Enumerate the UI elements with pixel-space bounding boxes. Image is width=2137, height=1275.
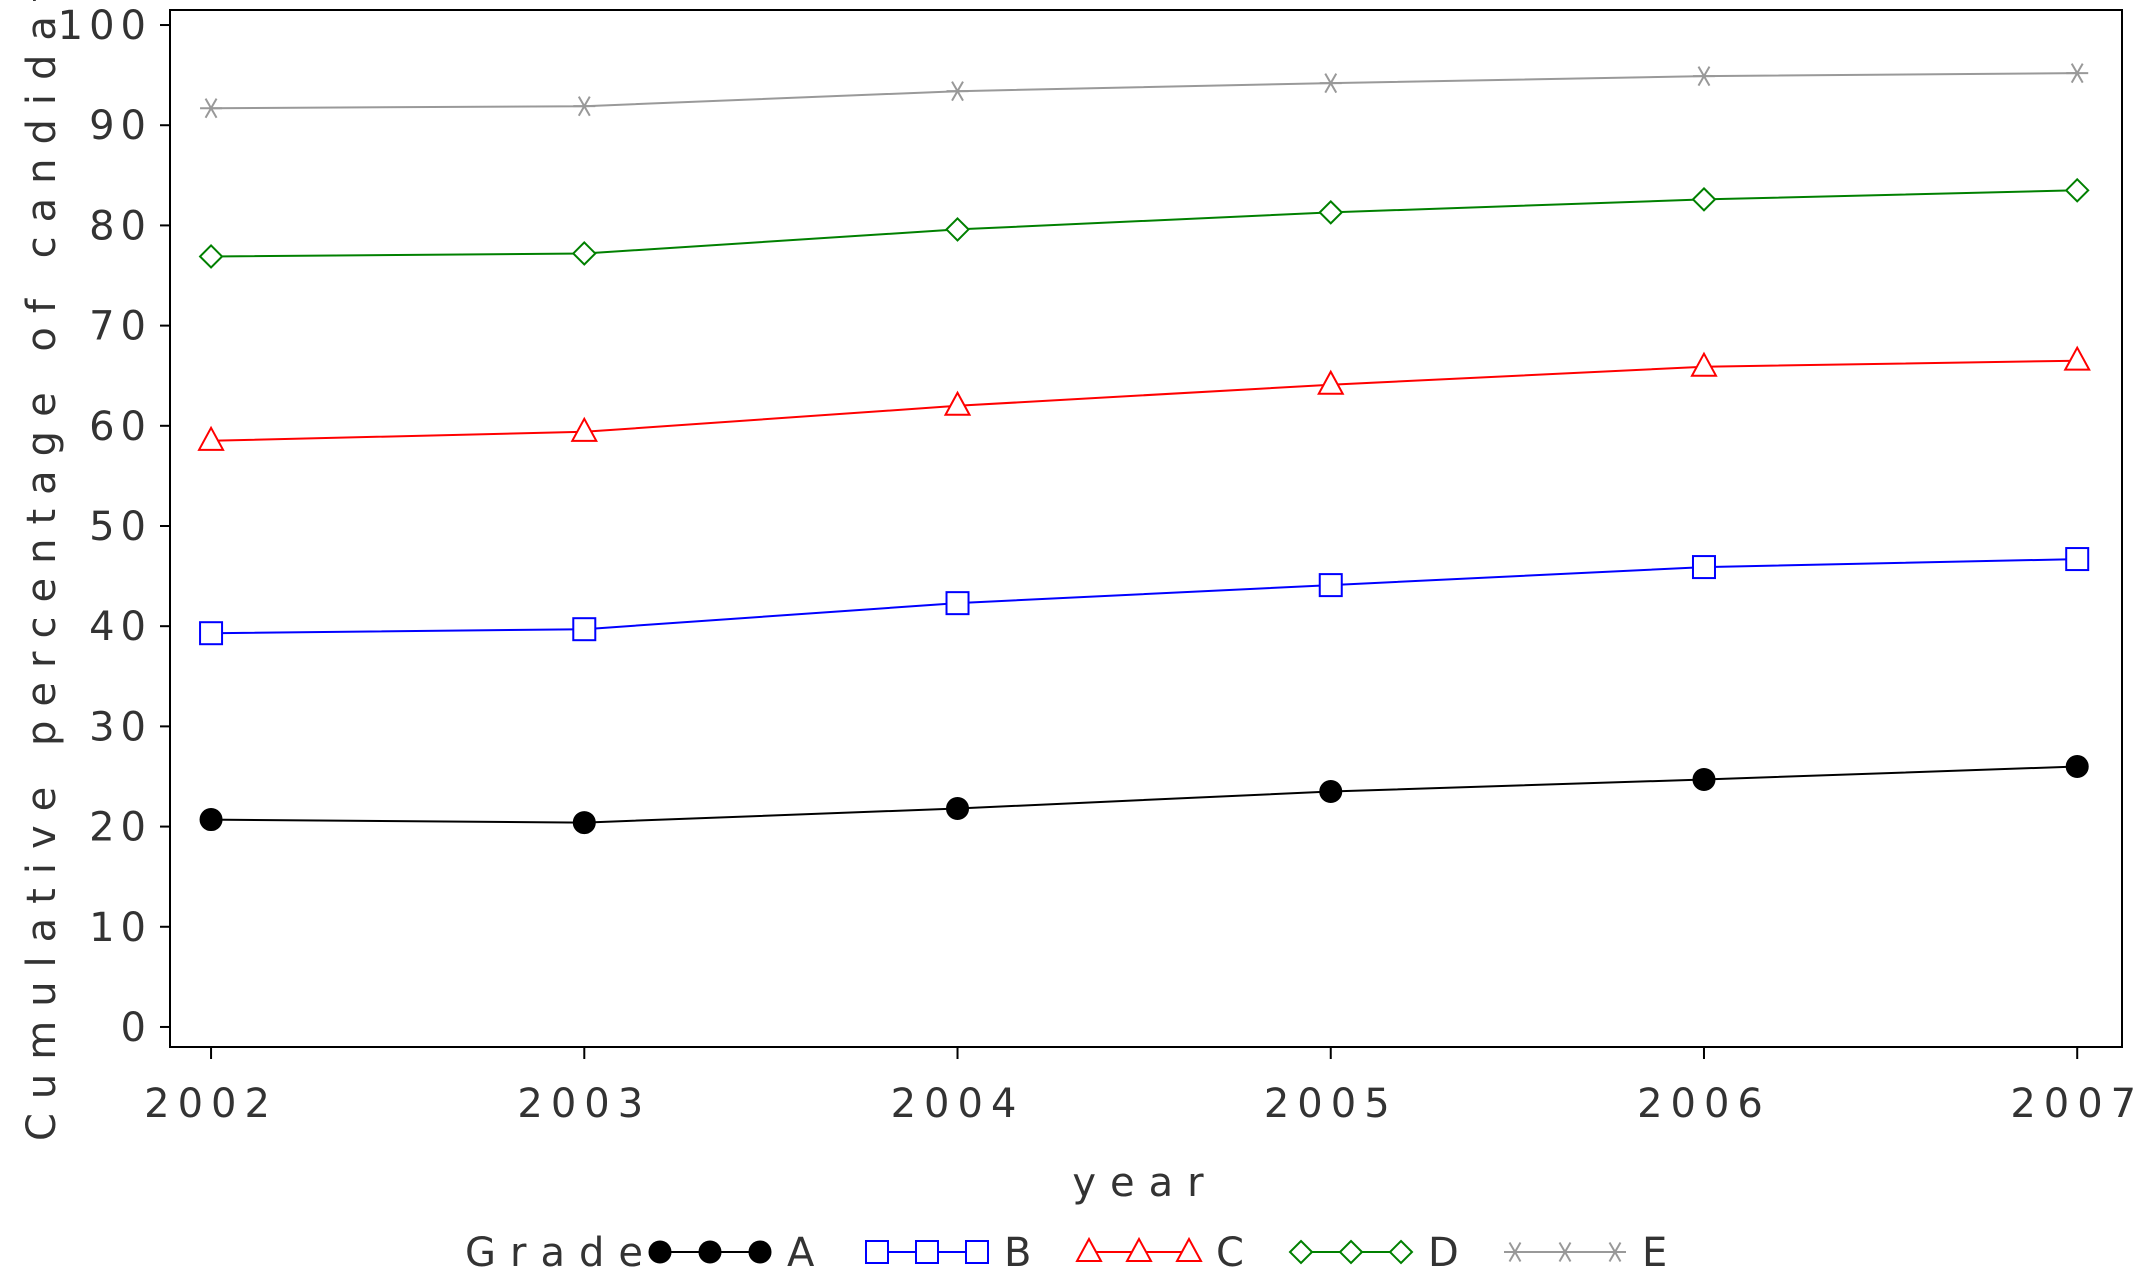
legend-marker [648, 1240, 672, 1264]
y-tick-label: 80 [89, 203, 152, 249]
legend-item-C: C [1075, 1230, 1244, 1275]
legend-item-A: A [648, 1230, 815, 1275]
x-axis-title: year [1072, 1160, 1217, 1206]
legend-marker [1504, 1241, 1526, 1263]
data-point-B [1318, 573, 1343, 598]
y-tick-label: 30 [89, 704, 152, 750]
data-point-B [1691, 555, 1716, 580]
y-tick-label: 20 [89, 805, 152, 851]
y-tick-label: 50 [89, 504, 152, 550]
legend-marker [1604, 1241, 1626, 1263]
data-point-D [571, 241, 597, 266]
series-line-D [211, 189, 2078, 258]
legend-label: C [1216, 1230, 1244, 1275]
data-point-C [943, 390, 972, 416]
plot-frame [169, 9, 2123, 1048]
legend: Grade A B C D E [465, 1230, 1667, 1275]
y-tick-label: 60 [89, 404, 152, 450]
legend-marker [748, 1240, 772, 1264]
series-E [200, 63, 2089, 119]
y-axis-title: Cumulative percentage of candidates [19, 0, 65, 1141]
y-tick-label: 90 [89, 103, 152, 149]
data-point-B [199, 621, 224, 646]
legend-marker [965, 1240, 989, 1264]
data-point-A [1692, 767, 1716, 791]
legend-marker [1075, 1236, 1103, 1262]
data-point-D [1691, 186, 1717, 212]
data-point-E [2066, 63, 2089, 84]
x-axis: 2002 2003 2004 2005 2006 2007 [144, 1047, 2137, 1127]
y-axis: 0 10 20 30 40 50 60 70 80 90 100 [58, 3, 170, 1051]
series-D [198, 177, 2090, 269]
series-C [197, 345, 2091, 451]
legend-marker [1175, 1236, 1203, 1262]
x-tick-label: 2007 [2010, 1081, 2137, 1127]
data-point-C [1317, 369, 1345, 395]
data-point-D [2064, 177, 2090, 203]
legend-marker [915, 1240, 939, 1264]
data-point-E [1319, 73, 1342, 94]
legend-label: B [1004, 1230, 1031, 1275]
series-line-B [211, 558, 2078, 635]
data-point-B [572, 617, 597, 642]
data-point-C [570, 416, 598, 442]
y-tick-label: 0 [121, 1005, 152, 1051]
series-B [199, 547, 2090, 646]
data-point-B [945, 591, 970, 616]
legend-marker [1554, 1241, 1576, 1263]
data-point-E [200, 98, 223, 119]
x-tick-label: 2005 [1264, 1081, 1398, 1127]
x-tick-label: 2006 [1637, 1081, 1771, 1127]
legend-item-D: D [1288, 1230, 1459, 1275]
series-line-E [211, 72, 2078, 110]
data-point-E [573, 96, 596, 117]
legend-marker [865, 1240, 889, 1264]
series-line-A [211, 765, 2078, 824]
legend-label: E [1642, 1230, 1667, 1275]
y-tick-label: 70 [89, 304, 152, 350]
data-point-D [1318, 199, 1344, 225]
data-point-A [572, 811, 596, 835]
x-tick-label: 2004 [891, 1081, 1025, 1127]
y-tick-label: 10 [89, 905, 152, 951]
data-point-D [198, 244, 224, 269]
data-point-A [2065, 754, 2089, 778]
data-point-E [946, 81, 969, 102]
legend-title: Grade [465, 1230, 657, 1275]
series-line-C [211, 359, 2078, 442]
data-point-A [199, 808, 223, 832]
x-tick-label: 2003 [517, 1081, 651, 1127]
data-point-C [1690, 351, 1718, 377]
legend-label: A [787, 1230, 815, 1275]
legend-item-B: B [865, 1230, 1031, 1275]
y-tick-label: 100 [58, 3, 152, 49]
y-tick-label: 40 [89, 604, 152, 650]
legend-marker [1338, 1239, 1364, 1265]
data-point-A [1319, 780, 1343, 804]
series-A [199, 754, 2089, 835]
data-point-D [945, 217, 970, 242]
legend-marker [698, 1240, 722, 1264]
data-point-C [2063, 345, 2091, 371]
legend-item-E: E [1504, 1230, 1667, 1275]
legend-marker [1125, 1236, 1153, 1262]
data-point-C [197, 425, 225, 451]
x-tick-label: 2002 [144, 1081, 278, 1127]
legend-marker [1288, 1239, 1314, 1265]
data-point-B [2065, 547, 2090, 572]
legend-marker [1388, 1239, 1414, 1265]
data-point-E [1692, 66, 1715, 87]
legend-label: D [1428, 1230, 1459, 1275]
series-layer [197, 63, 2091, 835]
data-point-A [946, 797, 970, 821]
